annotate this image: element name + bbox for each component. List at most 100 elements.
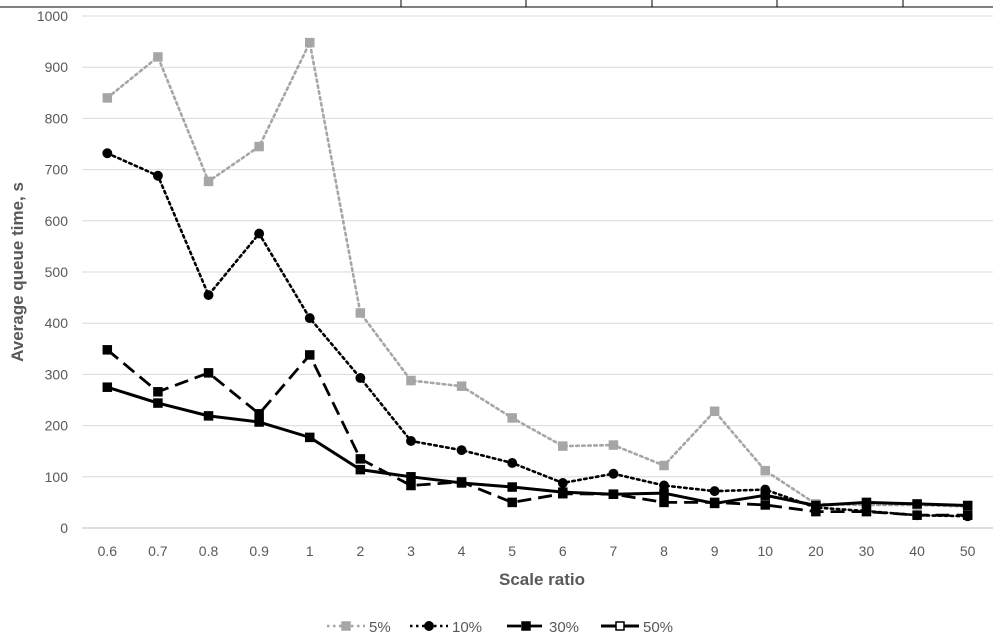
data-point bbox=[709, 486, 720, 497]
data-point bbox=[507, 482, 517, 492]
data-point bbox=[254, 409, 264, 419]
series-10pct bbox=[102, 148, 973, 522]
x-tick-label: 8 bbox=[660, 543, 668, 559]
series-line bbox=[106, 151, 969, 518]
data-point bbox=[153, 387, 163, 397]
data-point bbox=[153, 52, 163, 62]
y-tick-label: 900 bbox=[45, 59, 69, 75]
series-line bbox=[106, 348, 968, 517]
data-point bbox=[153, 398, 163, 408]
y-tick-label: 600 bbox=[45, 213, 69, 229]
data-point bbox=[912, 510, 922, 520]
data-point bbox=[355, 454, 366, 464]
x-tick-label: 50 bbox=[960, 543, 976, 559]
data-point bbox=[102, 382, 113, 392]
data-point bbox=[406, 472, 416, 482]
data-point bbox=[608, 440, 619, 450]
data-point bbox=[709, 498, 720, 509]
data-point bbox=[254, 417, 264, 427]
data-point bbox=[355, 464, 366, 475]
data-point bbox=[304, 313, 315, 324]
legend-marker bbox=[615, 621, 625, 631]
data-point bbox=[152, 170, 163, 181]
data-point bbox=[102, 148, 113, 159]
data-point bbox=[203, 368, 214, 378]
x-tick-label: 0.9 bbox=[249, 543, 269, 559]
y-tick-label: 800 bbox=[45, 110, 69, 126]
x-tick-label: 3 bbox=[407, 543, 415, 559]
legend-item: 5% bbox=[327, 619, 391, 636]
legend-marker bbox=[341, 621, 351, 631]
x-tick-label: 0.8 bbox=[199, 543, 219, 559]
x-tick-label: 9 bbox=[711, 543, 719, 559]
data-point bbox=[254, 141, 264, 152]
data-point bbox=[659, 497, 669, 508]
data-point bbox=[962, 510, 973, 520]
x-tick-label: 40 bbox=[909, 543, 925, 559]
data-point bbox=[203, 411, 214, 421]
data-point bbox=[557, 477, 568, 488]
data-point bbox=[861, 497, 872, 508]
legend-item: 10% bbox=[410, 619, 482, 636]
data-point bbox=[406, 436, 416, 446]
data-point bbox=[456, 478, 467, 488]
x-tick-label: 1 bbox=[306, 543, 314, 559]
legend-marker bbox=[521, 621, 531, 631]
series-line bbox=[106, 385, 968, 507]
legend-label: 50% bbox=[643, 619, 673, 636]
legend-label: 5% bbox=[369, 619, 391, 636]
series-50pct bbox=[102, 382, 973, 511]
data-point bbox=[507, 458, 518, 468]
x-tick-label: 5 bbox=[508, 543, 516, 559]
data-point bbox=[305, 432, 315, 443]
y-tick-label: 200 bbox=[45, 418, 69, 434]
y-tick-label: 300 bbox=[45, 366, 69, 382]
data-point bbox=[659, 460, 669, 471]
series-5pct bbox=[102, 37, 973, 512]
data-point bbox=[760, 490, 770, 500]
x-tick-label: 4 bbox=[458, 543, 466, 559]
y-axis-ticks: 0 100 200 300 400 500 600 700 800 900 1000 bbox=[37, 8, 68, 536]
data-point bbox=[456, 381, 467, 391]
y-tick-label: 100 bbox=[45, 469, 69, 485]
data-point bbox=[558, 487, 568, 497]
x-axis-title: Scale ratio bbox=[499, 570, 585, 589]
x-tick-label: 0.6 bbox=[98, 543, 118, 559]
y-axis-title: Average queue time, s bbox=[8, 182, 27, 362]
data-point bbox=[962, 500, 973, 511]
legend-item: 50% bbox=[601, 619, 673, 636]
data-point bbox=[406, 480, 416, 491]
data-point bbox=[861, 506, 872, 517]
legend-item: 30% bbox=[507, 619, 579, 636]
data-point bbox=[558, 441, 568, 451]
data-point bbox=[608, 468, 619, 479]
x-tick-label: 6 bbox=[559, 543, 567, 559]
data-point bbox=[355, 308, 366, 318]
data-point bbox=[102, 345, 113, 355]
data-point bbox=[912, 499, 922, 509]
data-point bbox=[507, 413, 517, 423]
data-point bbox=[102, 93, 113, 103]
data-point bbox=[254, 228, 265, 239]
data-point bbox=[456, 445, 467, 456]
x-tick-label: 0.7 bbox=[148, 543, 168, 559]
gridlines bbox=[82, 15, 993, 529]
data-point bbox=[355, 373, 366, 383]
y-tick-label: 500 bbox=[45, 264, 69, 280]
x-axis-ticks: 0.6 0.7 0.8 0.9 1 2 3 4 5 6 7 8 9 10 20 30 40 50 bbox=[98, 543, 976, 559]
x-tick-label: 30 bbox=[859, 543, 875, 559]
legend-label: 10% bbox=[452, 619, 482, 636]
legend-label: 30% bbox=[549, 619, 579, 636]
series-group bbox=[102, 37, 973, 522]
data-point bbox=[760, 500, 770, 510]
data-point bbox=[608, 489, 619, 499]
legend-marker bbox=[424, 621, 434, 631]
top-table-border bbox=[0, 0, 993, 8]
y-tick-label: 700 bbox=[45, 162, 69, 178]
series-line bbox=[106, 41, 969, 508]
data-point bbox=[659, 488, 669, 498]
data-point bbox=[406, 375, 416, 386]
x-tick-label: 2 bbox=[356, 543, 364, 559]
data-point bbox=[203, 176, 214, 187]
